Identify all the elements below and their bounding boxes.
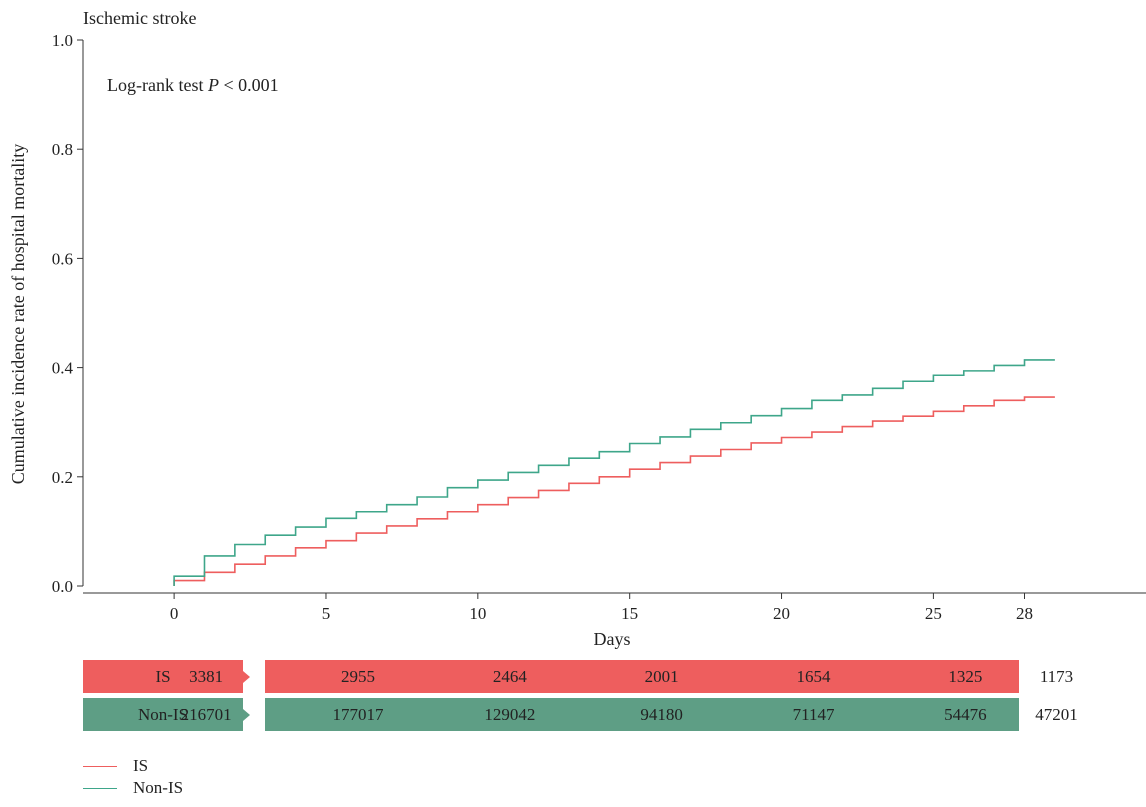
y-tick-label: 0.4 (52, 359, 74, 378)
annotation-tail: < 0.001 (219, 75, 279, 95)
x-axis-title: Days (594, 629, 631, 649)
risk-table-cell: 3381 (189, 667, 224, 686)
risk-table-cell: 2464 (492, 667, 527, 686)
axes: 0.0 0.2 0.4 0.6 0.8 1.0 0 5 10 15 20 25 28 (52, 31, 1146, 623)
x-tick-label: 0 (170, 604, 179, 623)
risk-table-arrow-icon (243, 709, 250, 721)
series-lines (173, 359, 1055, 586)
risk-table-cell: 54476 (944, 705, 987, 724)
legend-label-non-is: Non-IS (133, 778, 184, 797)
annotation-text: Log-rank test (107, 75, 208, 95)
y-tick-label: 0.0 (52, 577, 73, 596)
annotation-p: P (207, 75, 219, 95)
y-axis-title: Cumulative incidence rate of hospital mo… (8, 144, 28, 484)
y-tick-label: 0.8 (52, 140, 73, 159)
x-tick-label: 25 (925, 604, 942, 623)
risk-table-cell: 1173 (1039, 667, 1074, 686)
series-line-is (173, 396, 1055, 586)
legend-swatch-non-is (83, 788, 117, 789)
legend-swatch-is (83, 766, 117, 767)
risk-table-arrow-icon (243, 671, 250, 683)
risk-table-values: 216701 177017 129042 94180 71147 54476 47201 (181, 698, 1078, 731)
y-tick-label: 0.2 (52, 468, 73, 487)
x-tick-label: 15 (621, 604, 638, 623)
risk-table-cell: 2001 (644, 667, 679, 686)
risk-table-cell: 216701 (180, 705, 232, 724)
risk-table-values: 3381 2955 2464 2001 1654 1325 1173 (189, 660, 1073, 693)
x-tick-label: 10 (469, 604, 486, 623)
risk-table-cell: 1325 (948, 667, 983, 686)
log-rank-annotation: Log-rank test P < 0.001 (107, 75, 279, 95)
risk-table-cell: 1654 (796, 667, 831, 686)
y-tick-label: 1.0 (52, 31, 73, 50)
risk-table-cell: 177017 (332, 705, 384, 724)
risk-table-cell: 2955 (340, 667, 375, 686)
risk-table-cell: 47201 (1035, 705, 1078, 724)
series-line-non-is (173, 359, 1055, 586)
x-tick-label: 28 (1016, 604, 1033, 623)
risk-table-cell: 71147 (792, 705, 835, 724)
x-tick-label: 5 (322, 604, 331, 623)
x-tick-label: 20 (773, 604, 790, 623)
y-tick-label: 0.6 (52, 249, 73, 268)
risk-table-cell: 129042 (484, 705, 536, 724)
risk-table-cell: 94180 (640, 705, 683, 724)
chart-title: Ischemic stroke (83, 8, 196, 28)
risk-table-row-label: Non-IS (83, 698, 243, 731)
chart-area: Ischemic stroke Cumulative incidence rat… (8, 8, 1146, 649)
risk-table-row-label: IS (83, 660, 243, 693)
legend-label-is: IS (133, 756, 149, 775)
